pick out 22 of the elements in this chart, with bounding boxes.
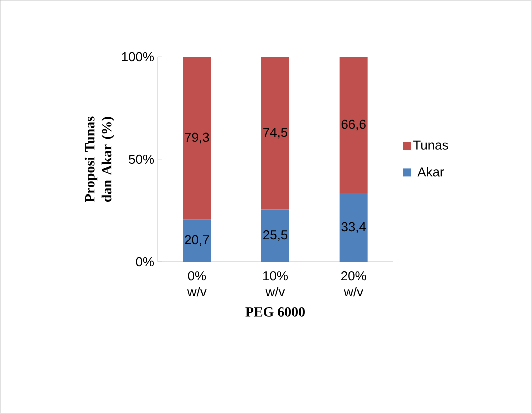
bar [340,56,368,194]
y-tick-label: 50% [129,154,154,164]
data-label: 25,5 [264,230,288,242]
legend-label: Akar [418,167,444,177]
y-axis-title: Proposi Tunas dan Akar (%) [84,116,115,202]
data-label: 20,7 [185,235,210,246]
bar [183,220,212,262]
bar [183,56,212,220]
data-label: 79,3 [185,132,210,144]
bar [262,210,290,262]
bar [340,194,368,262]
x-tick-label: 10% w/v [264,272,288,297]
x-tick-label: 20% w/v [342,272,366,297]
data-label: 66,6 [342,120,366,131]
x-axis-title: PEG 6000 [246,307,305,317]
y-tick-label: 100% [122,52,154,62]
legend-label: Tunas [414,140,448,150]
data-label: 33,4 [342,222,366,234]
data-label: 74,5 [264,128,288,139]
x-tick-label: 0% w/v [187,272,207,297]
bar [262,56,290,210]
y-tick-label: 0% [136,257,154,267]
